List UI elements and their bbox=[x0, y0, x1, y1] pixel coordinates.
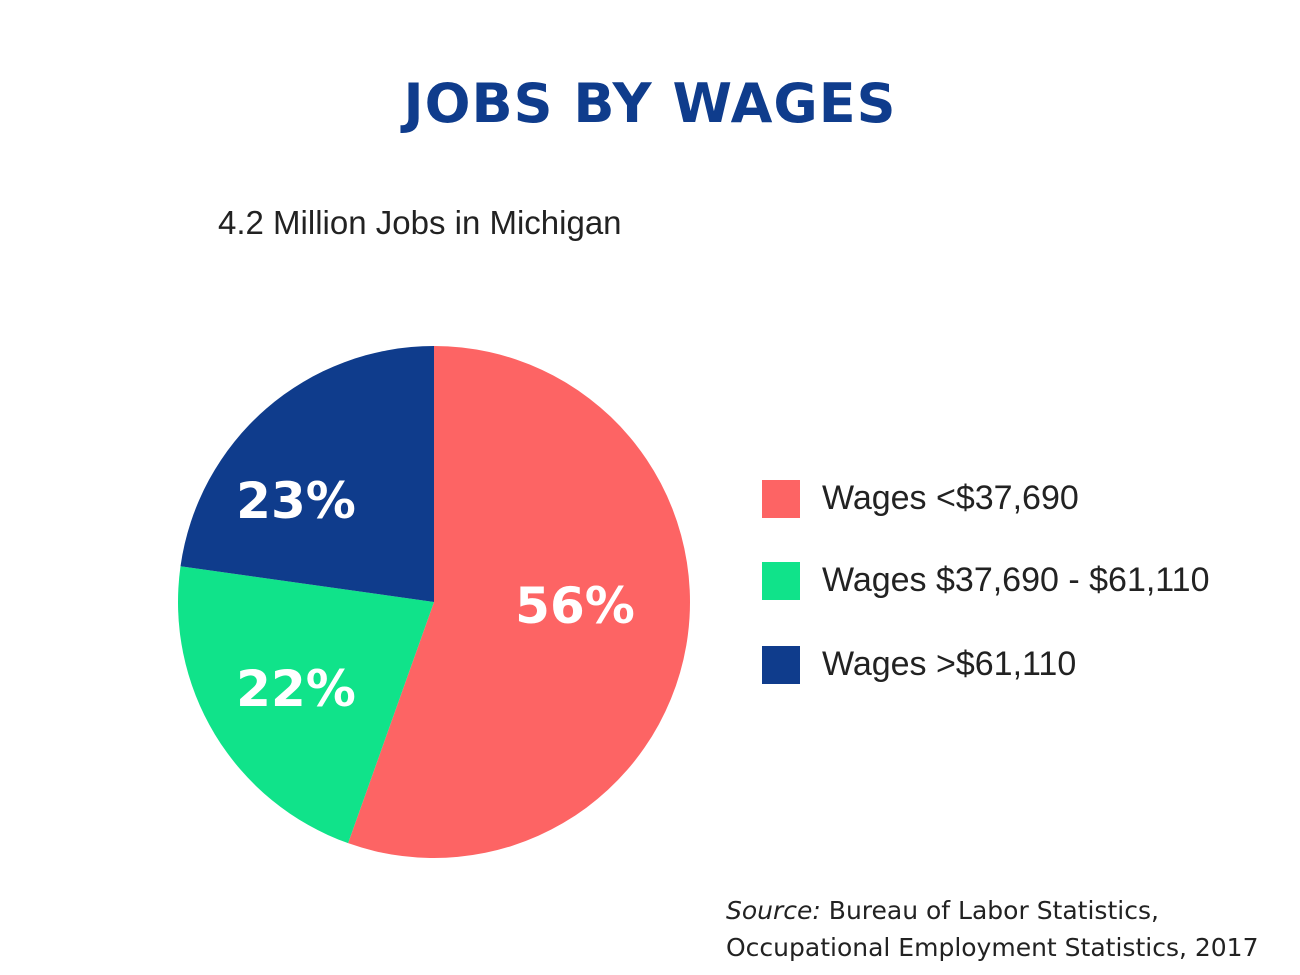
slice-label-high-wages: 23% bbox=[236, 472, 356, 530]
chart-title: JOBS BY WAGES bbox=[403, 72, 897, 135]
source-note: Source: Bureau of Labor Statistics, Occu… bbox=[726, 892, 1258, 966]
legend-label-high-wages: Wages >$61,110 bbox=[822, 645, 1077, 683]
pie-slice-high-wages bbox=[180, 346, 434, 602]
source-text: Bureau of Labor Statistics, bbox=[820, 896, 1159, 925]
legend-swatch-low-wages bbox=[762, 480, 800, 518]
chart-subtitle: 4.2 Million Jobs in Michigan bbox=[218, 204, 622, 241]
legend-label-mid-wages: Wages $37,690 - $61,110 bbox=[822, 561, 1210, 599]
slice-label-low-wages: 56% bbox=[515, 577, 635, 635]
legend-label-low-wages: Wages <$37,690 bbox=[822, 479, 1079, 517]
source-line-1: Source: Bureau of Labor Statistics, bbox=[726, 892, 1258, 929]
legend-swatch-high-wages bbox=[762, 646, 800, 684]
source-line-2: Occupational Employment Statistics, 2017 bbox=[726, 933, 1259, 962]
legend-swatch-mid-wages bbox=[762, 562, 800, 600]
source-prefix: Source: bbox=[726, 896, 821, 925]
slice-label-mid-wages: 22% bbox=[236, 660, 356, 718]
pie-slice-low-wages bbox=[348, 346, 690, 858]
pie-slice-mid-wages bbox=[178, 566, 434, 844]
